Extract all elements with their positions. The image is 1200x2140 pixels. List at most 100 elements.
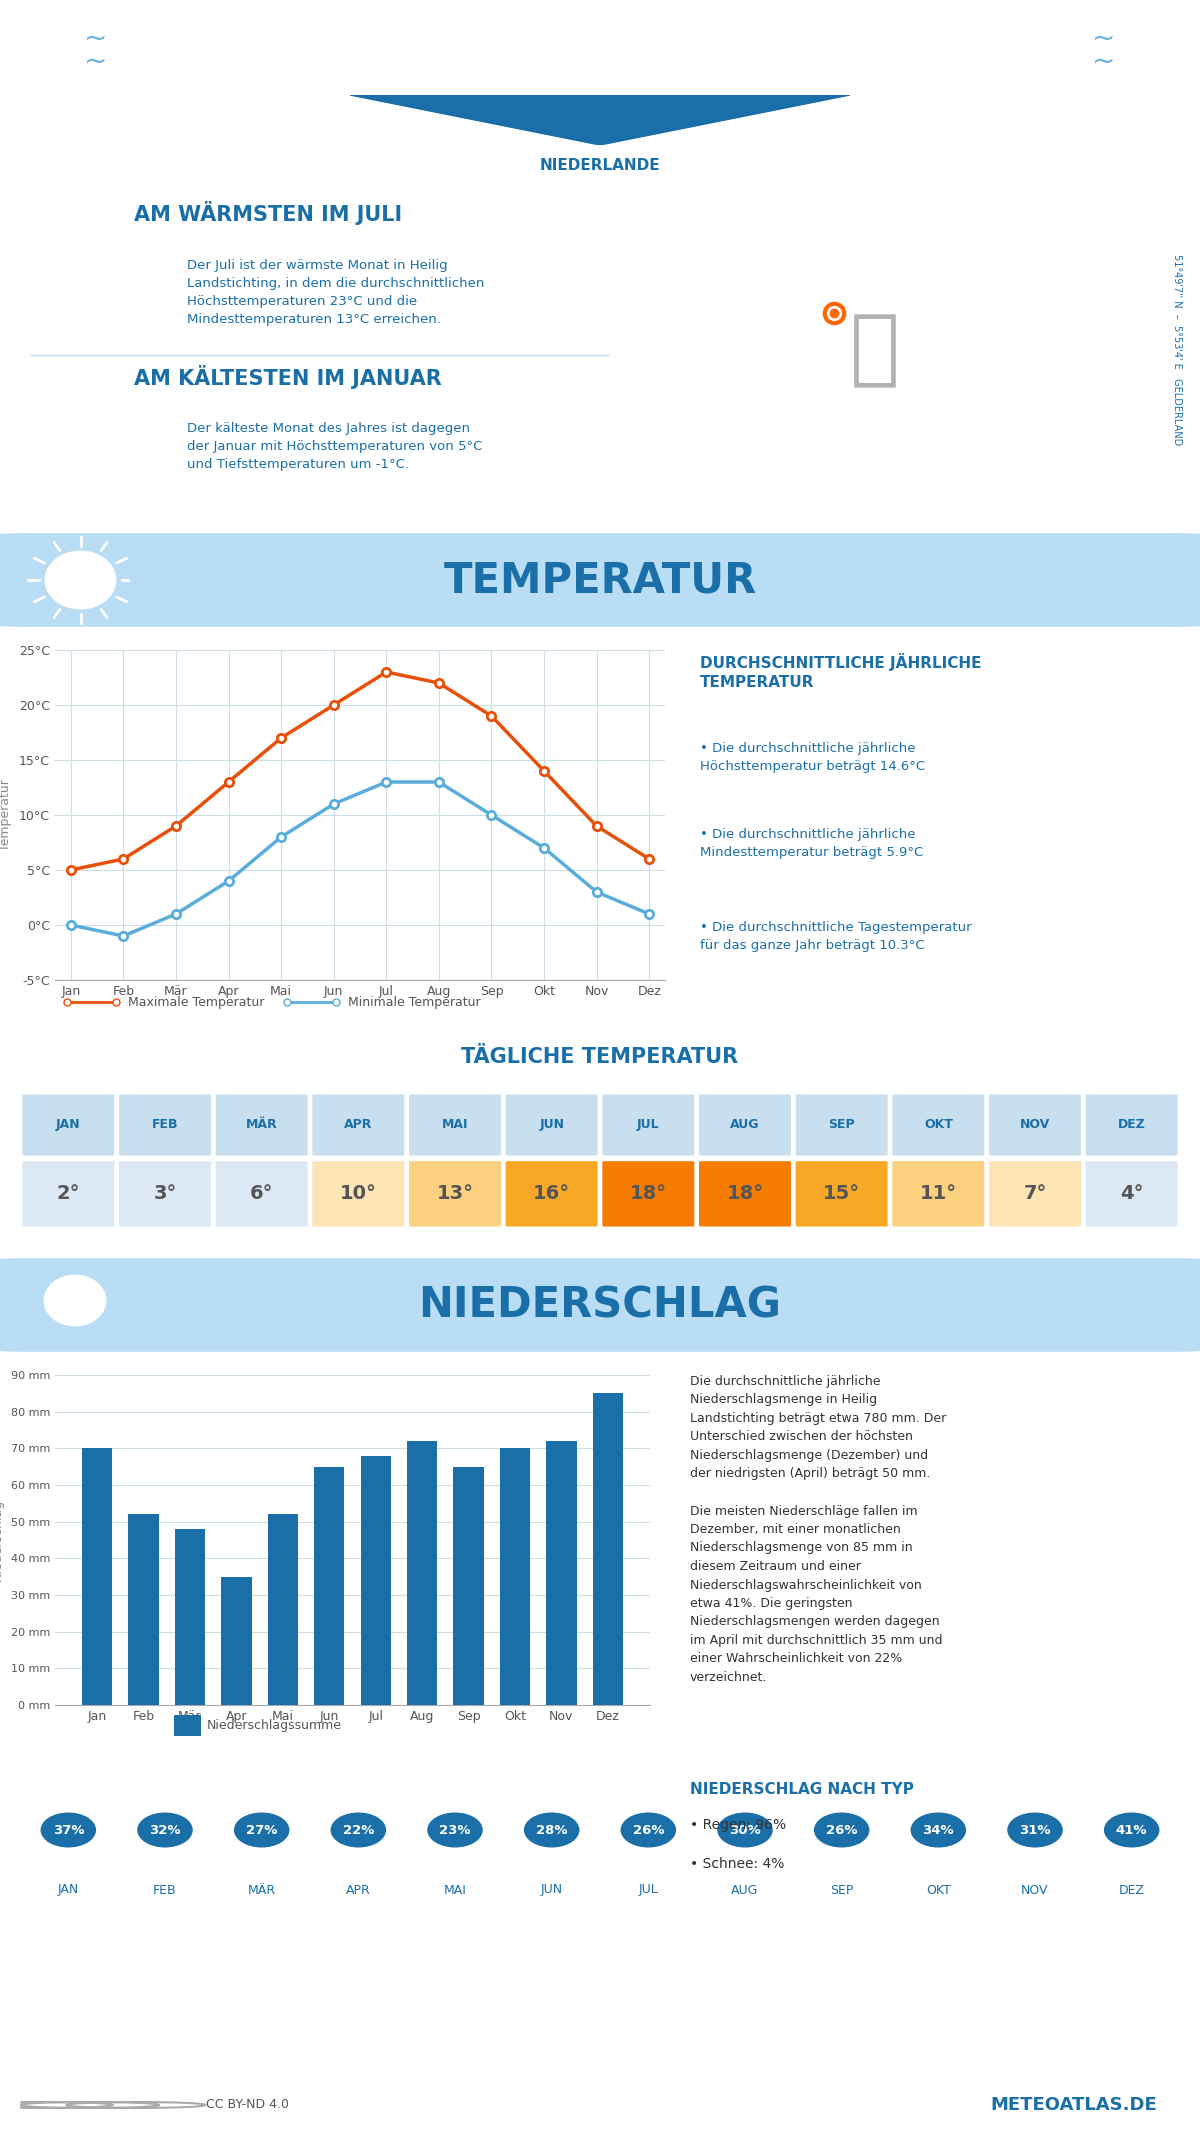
Text: NIEDERSCHLAG: NIEDERSCHLAG xyxy=(419,1284,781,1327)
Text: 28%: 28% xyxy=(536,1823,568,1836)
Bar xyxy=(546,1440,576,1706)
Text: 26%: 26% xyxy=(632,1823,664,1836)
Text: TEMPERATUR: TEMPERATUR xyxy=(443,559,757,601)
Text: 23%: 23% xyxy=(439,1823,470,1836)
Text: JUN: JUN xyxy=(539,1119,564,1132)
Text: OKT: OKT xyxy=(926,1883,950,1896)
FancyBboxPatch shape xyxy=(794,1094,889,1158)
Text: MÄR: MÄR xyxy=(246,1119,277,1132)
Text: Die durchschnittliche jährliche
Niederschlagsmenge in Heilig
Landstichting beträ: Die durchschnittliche jährliche Niedersc… xyxy=(690,1376,947,1684)
FancyBboxPatch shape xyxy=(118,1094,212,1158)
Text: AM KÄLTESTEN IM JANUAR: AM KÄLTESTEN IM JANUAR xyxy=(134,364,442,389)
Text: DEZ: DEZ xyxy=(1117,1119,1146,1132)
Text: AUG: AUG xyxy=(731,1883,758,1896)
Bar xyxy=(407,1440,437,1706)
Text: ~
~: ~ ~ xyxy=(1092,24,1116,75)
Y-axis label: Temperatur: Temperatur xyxy=(0,779,12,852)
Text: NOV: NOV xyxy=(1020,1119,1050,1132)
Text: • Regen: 96%: • Regen: 96% xyxy=(690,1819,786,1832)
Bar xyxy=(593,1393,623,1706)
Text: AUG: AUG xyxy=(731,1119,760,1132)
Text: Maximale Temperatur: Maximale Temperatur xyxy=(128,995,264,1008)
Circle shape xyxy=(234,1813,289,1847)
FancyBboxPatch shape xyxy=(697,1160,792,1228)
Text: NIEDERLANDE: NIEDERLANDE xyxy=(540,158,660,173)
Text: MAI: MAI xyxy=(442,1119,468,1132)
Text: • Die durchschnittliche Tagestemperatur
für das ganze Jahr beträgt 10.3°C: • Die durchschnittliche Tagestemperatur … xyxy=(700,920,972,952)
Text: HEILIG LANDSTICHTING: HEILIG LANDSTICHTING xyxy=(288,28,912,73)
FancyBboxPatch shape xyxy=(408,1160,503,1228)
Text: 37%: 37% xyxy=(53,1823,84,1836)
FancyBboxPatch shape xyxy=(890,1160,985,1228)
Text: JAN: JAN xyxy=(56,1119,80,1132)
Circle shape xyxy=(815,1813,869,1847)
Text: FEB: FEB xyxy=(154,1883,176,1896)
FancyBboxPatch shape xyxy=(890,1094,985,1158)
Text: OKT: OKT xyxy=(924,1119,953,1132)
Circle shape xyxy=(428,1813,482,1847)
Text: APR: APR xyxy=(346,1883,371,1896)
FancyBboxPatch shape xyxy=(0,533,1200,627)
FancyBboxPatch shape xyxy=(504,1094,599,1158)
FancyBboxPatch shape xyxy=(215,1094,310,1158)
FancyBboxPatch shape xyxy=(0,1258,1200,1352)
Text: Minimale Temperatur: Minimale Temperatur xyxy=(348,995,480,1008)
FancyBboxPatch shape xyxy=(601,1094,696,1158)
Text: • Die durchschnittliche jährliche
Mindesttemperatur beträgt 5.9°C: • Die durchschnittliche jährliche Mindes… xyxy=(700,828,923,858)
Text: MAI: MAI xyxy=(444,1883,467,1896)
Bar xyxy=(221,1577,252,1706)
Text: NOV: NOV xyxy=(1021,1883,1049,1896)
FancyBboxPatch shape xyxy=(20,1160,115,1228)
Polygon shape xyxy=(350,94,850,146)
Text: 27%: 27% xyxy=(246,1823,277,1836)
FancyBboxPatch shape xyxy=(1085,1094,1180,1158)
Text: 2°: 2° xyxy=(56,1183,80,1203)
Text: 32%: 32% xyxy=(149,1823,181,1836)
Circle shape xyxy=(41,1813,96,1847)
Circle shape xyxy=(1008,1813,1062,1847)
Text: ~
~: ~ ~ xyxy=(84,24,108,75)
Bar xyxy=(268,1515,298,1706)
FancyBboxPatch shape xyxy=(408,1094,503,1158)
Text: • Schnee: 4%: • Schnee: 4% xyxy=(690,1858,785,1870)
Bar xyxy=(361,1455,391,1706)
FancyBboxPatch shape xyxy=(794,1160,889,1228)
Circle shape xyxy=(46,552,115,608)
Text: DURCHSCHNITTLICHE JÄHRLICHE
TEMPERATUR: DURCHSCHNITTLICHE JÄHRLICHE TEMPERATUR xyxy=(700,653,982,689)
Text: CC BY-ND 4.0: CC BY-ND 4.0 xyxy=(205,2099,289,2112)
Text: 11°: 11° xyxy=(919,1183,956,1203)
FancyBboxPatch shape xyxy=(20,1094,115,1158)
Circle shape xyxy=(331,1813,385,1847)
Text: 51°49'7'' N  –  5°53'4' E   GELDERLAND: 51°49'7'' N – 5°53'4' E GELDERLAND xyxy=(1172,255,1182,445)
Text: JUN: JUN xyxy=(541,1883,563,1896)
Text: SEP: SEP xyxy=(828,1119,854,1132)
Circle shape xyxy=(622,1813,676,1847)
FancyBboxPatch shape xyxy=(601,1160,696,1228)
Text: Der kälteste Monat des Jahres ist dagegen
der Januar mit Höchsttemperaturen von : Der kälteste Monat des Jahres ist dagege… xyxy=(187,422,482,471)
Y-axis label: Niederschlag: Niederschlag xyxy=(0,1498,4,1581)
Circle shape xyxy=(138,1813,192,1847)
Text: 16°: 16° xyxy=(533,1183,570,1203)
Text: 30%: 30% xyxy=(730,1823,761,1836)
Bar xyxy=(500,1449,530,1706)
Text: Der Juli ist der wärmste Monat in Heilig
Landstichting, in dem die durchschnittl: Der Juli ist der wärmste Monat in Heilig… xyxy=(187,259,484,325)
Bar xyxy=(314,1466,344,1706)
Text: 13°: 13° xyxy=(437,1183,474,1203)
Circle shape xyxy=(911,1813,965,1847)
Text: JUL: JUL xyxy=(638,1883,659,1896)
Text: 7°: 7° xyxy=(1024,1183,1046,1203)
Text: APR: APR xyxy=(344,1119,372,1132)
Text: JAN: JAN xyxy=(58,1883,79,1896)
FancyBboxPatch shape xyxy=(504,1160,599,1228)
Text: FEB: FEB xyxy=(151,1119,179,1132)
Text: 18°: 18° xyxy=(726,1183,763,1203)
Text: 6°: 6° xyxy=(250,1183,274,1203)
Bar xyxy=(175,1528,205,1706)
Circle shape xyxy=(44,1275,106,1325)
Bar xyxy=(454,1466,484,1706)
Text: 15°: 15° xyxy=(823,1183,860,1203)
Circle shape xyxy=(718,1813,772,1847)
Text: 🌍: 🌍 xyxy=(850,310,900,389)
FancyBboxPatch shape xyxy=(215,1160,310,1228)
Text: AM WÄRMSTEN IM JULI: AM WÄRMSTEN IM JULI xyxy=(134,201,402,225)
